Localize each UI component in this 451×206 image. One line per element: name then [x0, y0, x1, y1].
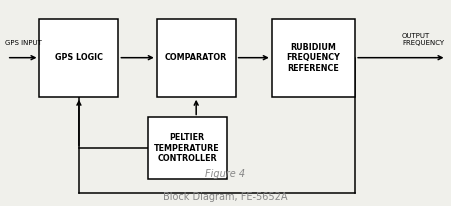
Bar: [272, 19, 355, 97]
Bar: [157, 19, 235, 97]
Text: Figure 4: Figure 4: [206, 169, 245, 179]
Text: PELTIER
TEMPERATURE
CONTROLLER: PELTIER TEMPERATURE CONTROLLER: [154, 133, 220, 163]
Bar: [148, 117, 226, 179]
Text: GPS LOGIC: GPS LOGIC: [55, 53, 103, 62]
Text: RUBIDIUM
FREQUENCY
REFERENCE: RUBIDIUM FREQUENCY REFERENCE: [286, 43, 341, 73]
Text: Block Diagram, FE-5652A: Block Diagram, FE-5652A: [163, 192, 288, 202]
Text: OUTPUT
FREQUENCY: OUTPUT FREQUENCY: [402, 33, 444, 46]
Text: COMPARATOR: COMPARATOR: [165, 53, 227, 62]
Text: GPS INPUT: GPS INPUT: [5, 40, 41, 46]
Bar: [40, 19, 118, 97]
